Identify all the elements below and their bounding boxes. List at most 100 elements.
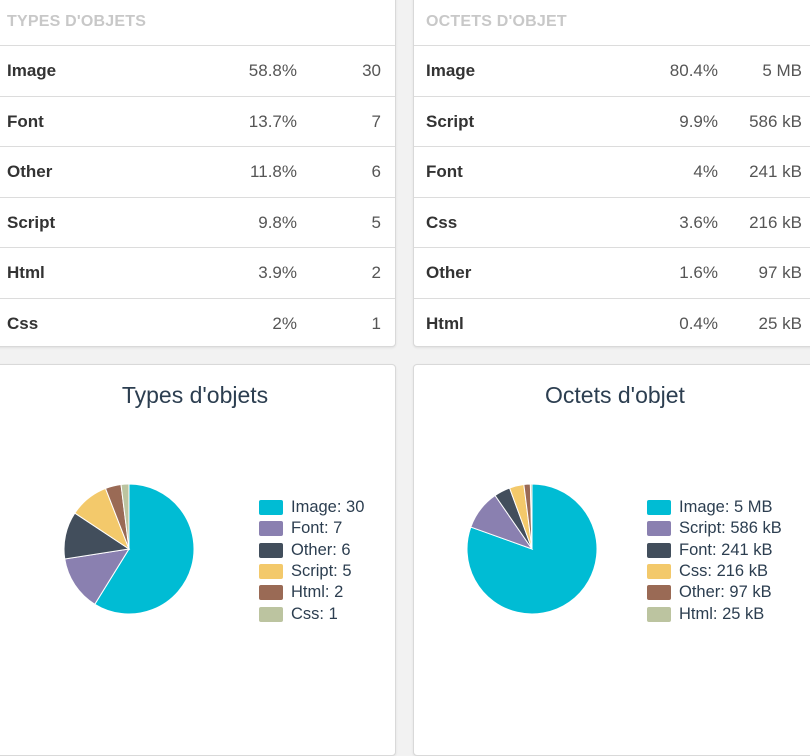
table-row: Image 58.8% 30 — [0, 46, 395, 97]
table-row: Font 13.7% 7 — [0, 97, 395, 147]
legend-item-css: Css: 216 kB — [647, 561, 782, 582]
legend-swatch — [647, 542, 671, 558]
row-name: Script — [426, 111, 475, 131]
row-value: 216 kB — [749, 212, 802, 232]
legend-swatch — [259, 521, 283, 537]
row-name: Css — [426, 212, 458, 232]
types-legend: Image: 30 Font: 7 Other: 6 Script: 5 Html: 2… — [259, 497, 364, 625]
row-name: Image — [426, 61, 476, 80]
types-table-panel: TYPES D'OBJETS Image 58.8% 30 Font 13.7%… — [0, 0, 396, 347]
legend-label: Other: 97 kB — [679, 583, 772, 602]
bytes-table-panel: OCTETS D'OBJET Image 80.4% 5 MB Script 9… — [413, 0, 810, 347]
table-row: Image 80.4% 5 MB — [414, 46, 810, 97]
row-name: Image — [7, 61, 57, 80]
legend-swatch — [259, 606, 283, 622]
bytes-chart-panel: Octets d'objet Image: 5 MB Script: 586 kB… — [413, 364, 810, 756]
legend-item-image: Image: 30 — [259, 497, 364, 518]
legend-swatch — [647, 500, 671, 516]
row-value: 5 — [371, 212, 381, 232]
legend-label: Image: 30 — [291, 498, 365, 517]
bytes-legend: Image: 5 MB Script: 586 kB Font: 241 kB Css… — [647, 497, 782, 625]
legend-item-script: Script: 586 kB — [647, 518, 782, 539]
bytes-table-header: OCTETS D'OBJET — [414, 0, 810, 46]
legend-label: Html: 2 — [291, 583, 344, 602]
legend-item-image: Image: 5 MB — [647, 497, 782, 518]
legend-swatch — [647, 606, 671, 622]
row-name: Other — [7, 162, 53, 181]
legend-label: Font: 7 — [291, 519, 343, 538]
pie-slice-font — [64, 548, 130, 605]
legend-label: Font: 241 kB — [679, 540, 773, 559]
table-row: Css 3.6% 216 kB — [414, 198, 810, 248]
bytes-pie-chart — [466, 483, 598, 615]
row-value: 241 kB — [749, 162, 802, 181]
table-row: Html 3.9% 2 — [0, 248, 395, 299]
legend-swatch — [647, 585, 671, 601]
pie-slice-image — [94, 483, 195, 615]
row-value: 2 — [371, 263, 381, 282]
row-name: Script — [7, 212, 56, 232]
legend-swatch — [647, 521, 671, 537]
legend-item-other: Other: 6 — [259, 540, 364, 561]
row-name: Html — [426, 313, 464, 333]
legend-item-font: Font: 7 — [259, 518, 364, 539]
legend-label: Script: 586 kB — [679, 519, 782, 538]
legend-label: Css: 216 kB — [679, 562, 768, 581]
row-percent: 80.4% — [669, 61, 718, 80]
pie-slice-html — [529, 483, 533, 550]
row-name: Other — [426, 263, 472, 282]
table-row: Font 4% 241 kB — [414, 147, 810, 198]
legend-label: Image: 5 MB — [679, 498, 773, 517]
types-pie-chart — [63, 483, 195, 615]
table-row: Script 9.8% 5 — [0, 198, 395, 248]
legend-swatch — [259, 585, 283, 601]
legend-item-html: Html: 2 — [259, 582, 364, 603]
row-value: 25 kB — [758, 313, 802, 333]
row-value: 30 — [362, 61, 381, 80]
row-percent: 9.9% — [679, 111, 718, 131]
legend-swatch — [647, 564, 671, 580]
legend-label: Css: 1 — [291, 604, 338, 623]
chart-title: Octets d'objet — [545, 382, 685, 408]
types-table-header: TYPES D'OBJETS — [0, 0, 395, 46]
legend-label: Script: 5 — [291, 562, 352, 581]
row-percent: 4% — [693, 162, 718, 181]
chart-title: Types d'objets — [121, 382, 269, 408]
legend-label: Other: 6 — [291, 540, 351, 559]
row-name: Html — [7, 263, 45, 282]
row-percent: 13.7% — [248, 111, 297, 131]
legend-swatch — [259, 564, 283, 580]
legend-item-css: Css: 1 — [259, 603, 364, 624]
legend-item-font: Font: 241 kB — [647, 540, 782, 561]
row-value: 586 kB — [749, 111, 802, 131]
row-name: Css — [7, 313, 39, 333]
row-name: Font — [426, 162, 463, 181]
row-name: Font — [7, 111, 44, 131]
table-row: Css 2% 1 — [0, 299, 395, 350]
row-percent: 11.8% — [250, 162, 297, 181]
row-percent: 3.6% — [679, 212, 718, 232]
legend-item-script: Script: 5 — [259, 561, 364, 582]
row-percent: 58.8% — [248, 61, 297, 80]
row-value: 6 — [371, 162, 381, 181]
row-percent: 9.8% — [258, 212, 297, 232]
pie-slice-css — [120, 483, 130, 550]
row-percent: 0.4% — [679, 313, 718, 333]
table-row: Other 11.8% 6 — [0, 147, 395, 198]
row-value: 7 — [371, 111, 381, 131]
table-row: Html 0.4% 25 kB — [414, 299, 810, 350]
row-percent: 1.6% — [679, 263, 718, 282]
row-value: 1 — [371, 313, 381, 333]
row-percent: 2% — [272, 313, 297, 333]
legend-item-html: Html: 25 kB — [647, 603, 782, 624]
legend-label: Html: 25 kB — [679, 604, 765, 623]
types-chart-panel: Types d'objets Image: 30 Font: 7 Other: 6 S… — [0, 364, 396, 756]
row-value: 5 MB — [762, 61, 802, 80]
table-row: Other 1.6% 97 kB — [414, 248, 810, 299]
legend-swatch — [259, 500, 283, 516]
row-value: 97 kB — [758, 263, 802, 282]
table-row: Script 9.9% 586 kB — [414, 97, 810, 147]
row-percent: 3.9% — [258, 263, 297, 282]
legend-swatch — [259, 542, 283, 558]
legend-item-other: Other: 97 kB — [647, 582, 782, 603]
